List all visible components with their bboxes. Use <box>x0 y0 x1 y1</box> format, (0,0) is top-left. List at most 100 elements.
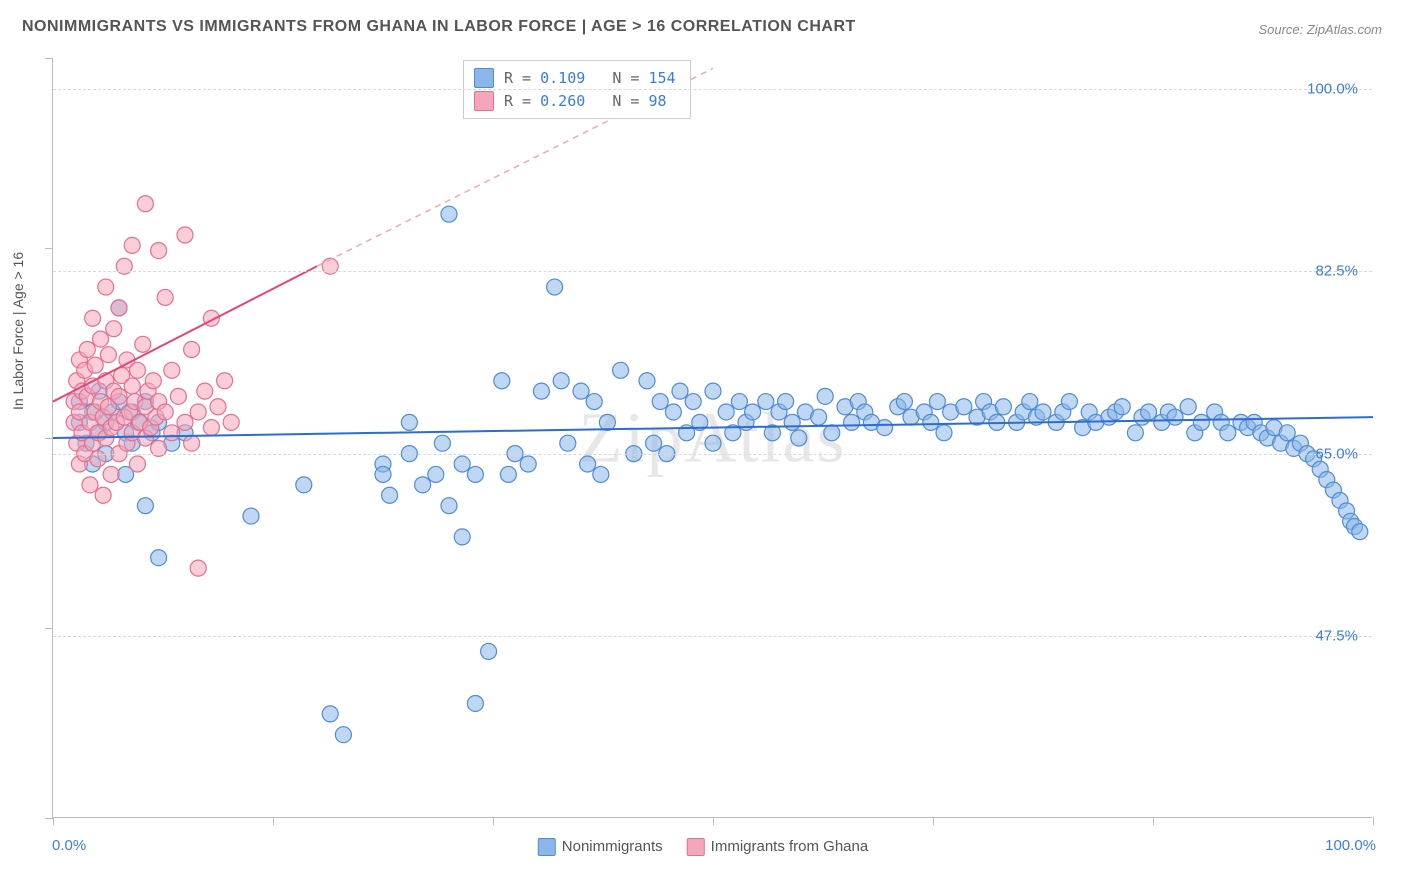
data-point <box>243 508 259 524</box>
data-point <box>137 498 153 514</box>
data-point <box>1022 394 1038 410</box>
y-tick <box>45 628 53 629</box>
data-point <box>580 456 596 472</box>
data-point <box>85 310 101 326</box>
data-point <box>454 456 470 472</box>
data-point <box>778 394 794 410</box>
data-point <box>441 498 457 514</box>
data-point <box>124 378 140 394</box>
legend-swatch <box>687 838 705 856</box>
data-point <box>164 425 180 441</box>
data-point <box>613 362 629 378</box>
data-point <box>335 727 351 743</box>
data-point <box>95 487 111 503</box>
data-point <box>936 425 952 441</box>
data-point <box>382 487 398 503</box>
data-point <box>223 414 239 430</box>
data-point <box>494 373 510 389</box>
data-point <box>415 477 431 493</box>
x-tick <box>713 817 714 825</box>
legend-swatch <box>474 68 494 88</box>
data-point <box>129 456 145 472</box>
legend-label: Immigrants from Ghana <box>711 838 869 855</box>
data-point <box>184 435 200 451</box>
data-point <box>758 394 774 410</box>
data-point <box>1167 409 1183 425</box>
trend-line <box>53 266 317 401</box>
data-point <box>844 414 860 430</box>
data-point <box>817 388 833 404</box>
data-point <box>811 409 827 425</box>
data-point <box>103 466 119 482</box>
data-point <box>1180 399 1196 415</box>
stats-text: R = 0.260 N = 98 <box>504 90 667 113</box>
scatter-plot-svg <box>53 58 1372 817</box>
data-point <box>1061 394 1077 410</box>
y-tick <box>45 248 53 249</box>
data-point <box>877 420 893 436</box>
x-tick <box>273 817 274 825</box>
x-tick <box>933 817 934 825</box>
data-point <box>520 456 536 472</box>
data-point <box>665 404 681 420</box>
legend-item: Nonimmigrants <box>538 838 663 856</box>
data-point <box>599 414 615 430</box>
data-point <box>190 560 206 576</box>
bottom-legend: Nonimmigrants Immigrants from Ghana <box>538 838 868 856</box>
legend-label: Nonimmigrants <box>562 838 663 855</box>
data-point <box>184 342 200 358</box>
grid-line <box>53 89 1372 90</box>
data-point <box>177 414 193 430</box>
data-point <box>1114 399 1130 415</box>
data-point <box>467 466 483 482</box>
data-point <box>1220 425 1236 441</box>
data-point <box>586 394 602 410</box>
y-tick-label: 47.5% <box>1315 627 1358 644</box>
grid-line <box>53 454 1372 455</box>
data-point <box>145 373 161 389</box>
data-point <box>401 414 417 430</box>
data-point <box>217 373 233 389</box>
x-axis-min-label: 0.0% <box>52 837 86 854</box>
data-point <box>481 643 497 659</box>
data-point <box>79 342 95 358</box>
data-point <box>129 362 145 378</box>
data-point <box>203 420 219 436</box>
y-tick-label: 82.5% <box>1315 263 1358 280</box>
data-point <box>956 399 972 415</box>
data-point <box>82 477 98 493</box>
y-tick <box>45 58 53 59</box>
chart-plot-area: ZipAtlas R = 0.109 N = 154R = 0.260 N = … <box>52 58 1372 818</box>
data-point <box>111 300 127 316</box>
y-tick-label: 65.0% <box>1315 445 1358 462</box>
data-point <box>1352 524 1368 540</box>
data-point <box>718 404 734 420</box>
data-point <box>646 435 662 451</box>
data-point <box>151 243 167 259</box>
data-point <box>639 373 655 389</box>
x-tick <box>493 817 494 825</box>
data-point <box>151 550 167 566</box>
data-point <box>454 529 470 545</box>
data-point <box>197 383 213 399</box>
stats-row: R = 0.260 N = 98 <box>474 90 676 113</box>
data-point <box>705 383 721 399</box>
grid-line <box>53 271 1372 272</box>
data-point <box>1035 404 1051 420</box>
source-attribution: Source: ZipAtlas.com <box>1258 22 1382 37</box>
data-point <box>100 347 116 363</box>
data-point <box>896 394 912 410</box>
data-point <box>137 196 153 212</box>
data-point <box>157 289 173 305</box>
data-point <box>500 466 516 482</box>
data-point <box>995 399 1011 415</box>
stats-text: R = 0.109 N = 154 <box>504 67 676 90</box>
data-point <box>547 279 563 295</box>
data-point <box>93 331 109 347</box>
data-point <box>135 336 151 352</box>
data-point <box>434 435 450 451</box>
data-point <box>124 237 140 253</box>
data-point <box>177 227 193 243</box>
data-point <box>322 706 338 722</box>
stats-row: R = 0.109 N = 154 <box>474 67 676 90</box>
